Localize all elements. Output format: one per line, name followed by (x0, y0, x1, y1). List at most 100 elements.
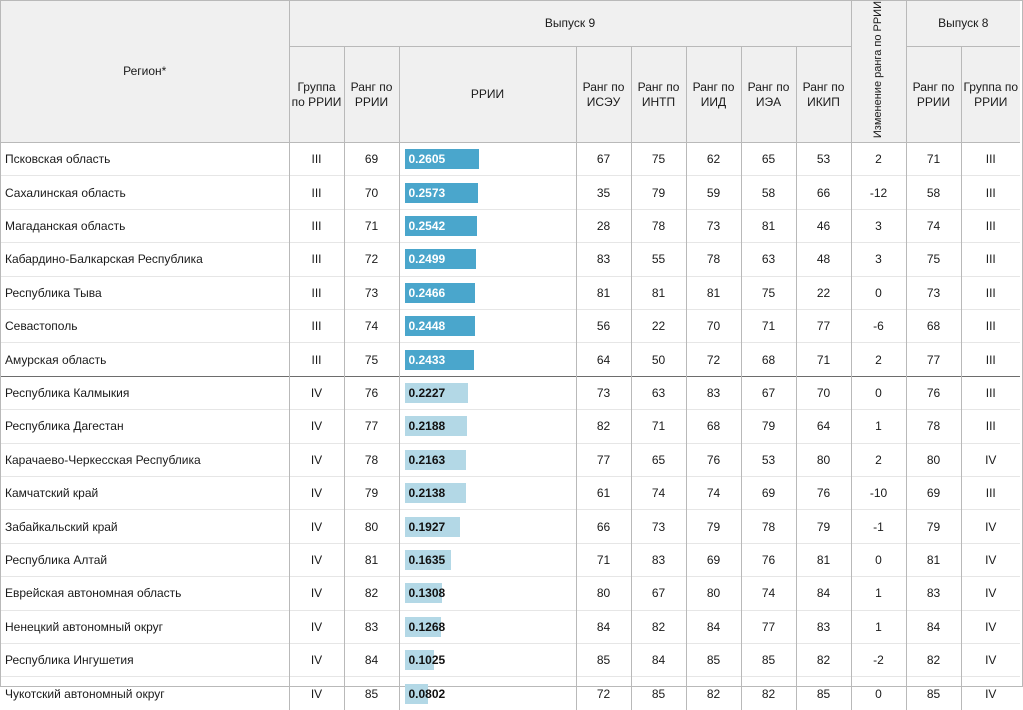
region-name-cell: Карачаево-Черкесская Республика (1, 442, 290, 477)
rank-ikip-cell: 79 (796, 509, 852, 544)
group-rrii-cell: III (289, 142, 345, 176)
rank-intp-cell: 74 (631, 475, 687, 510)
rrii-cell: 0.2227 (399, 375, 577, 410)
rank-change-cell: 2 (851, 342, 907, 377)
rank-rrii-cell: 71 (344, 208, 400, 243)
rank-iid-cell: 78 (686, 242, 742, 277)
region-name-cell: Республика Дагестан (1, 409, 290, 444)
rank-ikip-cell: 84 (796, 576, 852, 611)
rrii-cell: 0.2499 (399, 242, 577, 277)
rank-iid-cell: 82 (686, 676, 742, 710)
group-rrii-issue-8-cell: III (961, 375, 1020, 410)
rank-iid-cell: 74 (686, 475, 742, 510)
table-row: Магаданская область III 71 0.2542 28 78 73 81 46… (1, 208, 1020, 243)
rank-change-cell: 0 (851, 542, 907, 577)
rank-intp-cell: 83 (631, 542, 687, 577)
rank-iid-cell: 76 (686, 442, 742, 477)
rank-rrii-issue-8-cell: 77 (906, 342, 962, 377)
table-row: Ненецкий автономный округ IV 83 0.1268 84 82 8… (1, 609, 1020, 644)
rank-intp-cell: 55 (631, 242, 687, 277)
rank-rrii-cell: 75 (344, 342, 400, 377)
group-rrii-cell: III (289, 342, 345, 377)
rank-rrii-issue-8-cell: 79 (906, 509, 962, 544)
rrii-bar: 0.1927 (404, 516, 460, 537)
table-row: Чукотский автономный округ IV 85 0.0802 72 85… (1, 676, 1020, 710)
rank-change-cell: -1 (851, 509, 907, 544)
header-rank-intp: Ранг по ИНТП (631, 45, 687, 143)
rrii-bar: 0.1025 (404, 650, 445, 671)
rrii-value: 0.2448 (408, 319, 446, 334)
group-rrii-cell: IV (289, 509, 345, 544)
region-name-cell: Камчатский край (1, 475, 290, 510)
rrii-value: 0.2499 (408, 252, 446, 267)
rank-rrii-cell: 82 (344, 576, 400, 611)
region-name-cell: Республика Алтай (1, 542, 290, 577)
rank-iseu-cell: 85 (576, 642, 632, 677)
rank-iea-cell: 71 (741, 309, 797, 343)
region-name-cell: Амурская область (1, 342, 290, 377)
rank-ikip-cell: 22 (796, 275, 852, 310)
rank-iea-cell: 85 (741, 642, 797, 677)
region-name-cell: Сахалинская область (1, 175, 290, 210)
rrii-value: 0.2542 (408, 219, 446, 234)
rank-iea-cell: 58 (741, 175, 797, 210)
rank-ikip-cell: 66 (796, 175, 852, 210)
header-issue-8: Выпуск 8 (906, 1, 1020, 47)
rank-rrii-issue-8-cell: 58 (906, 175, 962, 210)
table-row: Камчатский край IV 79 0.2138 61 74 74 69 76 -10 69… (1, 475, 1020, 510)
rank-iid-cell: 84 (686, 609, 742, 644)
rank-ikip-cell: 64 (796, 409, 852, 444)
region-name-cell: Республика Ингушетия (1, 642, 290, 677)
group-rrii-issue-8-cell: III (961, 142, 1020, 176)
rank-iea-cell: 75 (741, 275, 797, 310)
rrii-value: 0.2433 (408, 352, 446, 367)
rrii-cell: 0.2433 (399, 342, 577, 377)
header-rank-ikip: Ранг по ИКИП (796, 45, 852, 143)
rank-rrii-issue-8-cell: 80 (906, 442, 962, 477)
rrii-bar: 0.2227 (404, 383, 468, 404)
rank-rrii-issue-8-cell: 69 (906, 475, 962, 510)
header-rank-change: Изменение ранга по РРИИ (851, 1, 907, 143)
rank-iseu-cell: 77 (576, 442, 632, 477)
group-rrii-cell: III (289, 309, 345, 343)
rank-rrii-cell: 72 (344, 242, 400, 277)
rank-rrii-issue-8-cell: 75 (906, 242, 962, 277)
rrii-value: 0.1635 (408, 552, 446, 567)
rank-rrii-cell: 81 (344, 542, 400, 577)
rrii-cell: 0.2448 (399, 309, 577, 343)
group-rrii-issue-8-cell: III (961, 342, 1020, 377)
rank-ikip-cell: 83 (796, 609, 852, 644)
rank-rrii-issue-8-cell: 85 (906, 676, 962, 710)
group-rrii-cell: III (289, 175, 345, 210)
rank-iea-cell: 69 (741, 475, 797, 510)
group-rrii-cell: IV (289, 542, 345, 577)
rank-change-cell: 1 (851, 609, 907, 644)
rank-iseu-cell: 83 (576, 242, 632, 277)
rank-change-cell: 3 (851, 208, 907, 243)
rank-iseu-cell: 28 (576, 208, 632, 243)
rrii-cell: 0.2573 (399, 175, 577, 210)
rank-intp-cell: 85 (631, 676, 687, 710)
rank-rrii-issue-8-cell: 83 (906, 576, 962, 611)
table-body: Псковская область III 69 0.2605 67 75 62 65 53 2 7… (1, 142, 1020, 710)
rank-rrii-cell: 73 (344, 275, 400, 310)
rank-change-cell: 1 (851, 576, 907, 611)
rrii-bar: 0.2605 (404, 149, 479, 170)
rrii-cell: 0.1268 (399, 609, 577, 644)
rrii-bar: 0.2448 (404, 316, 475, 337)
group-rrii-cell: IV (289, 375, 345, 410)
rrii-cell: 0.2138 (399, 475, 577, 510)
rrii-value: 0.1308 (408, 586, 446, 601)
rrii-cell: 0.1025 (399, 642, 577, 677)
rank-intp-cell: 78 (631, 208, 687, 243)
group-rrii-issue-8-cell: III (961, 175, 1020, 210)
rank-change-cell: -10 (851, 475, 907, 510)
rrii-cell: 0.2188 (399, 409, 577, 444)
rank-intp-cell: 50 (631, 342, 687, 377)
rrii-value: 0.2227 (408, 386, 446, 401)
rank-rrii-cell: 84 (344, 642, 400, 677)
rank-iid-cell: 72 (686, 342, 742, 377)
rank-iid-cell: 59 (686, 175, 742, 210)
rank-iseu-cell: 82 (576, 409, 632, 444)
